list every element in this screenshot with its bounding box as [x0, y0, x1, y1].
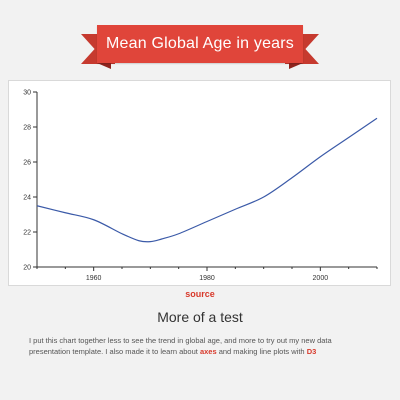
- line-chart: 20 22 24 26 28 30 1960 1980 2000: [23, 90, 378, 282]
- y-tick-label: 26: [23, 160, 31, 167]
- axes-link[interactable]: axes: [199, 347, 217, 356]
- d3-link[interactable]: D3: [306, 347, 317, 356]
- ribbon-fold-right: [289, 63, 303, 69]
- y-tick-label: 24: [23, 195, 31, 202]
- ribbon-fold-left: [97, 63, 111, 69]
- x-tick-label: 1960: [86, 275, 102, 282]
- y-tick-label: 28: [23, 125, 31, 132]
- source-link[interactable]: source: [185, 289, 215, 299]
- y-tick-label: 30: [23, 90, 31, 97]
- description-text: I put this chart together less to see th…: [29, 335, 374, 357]
- description-part1: I put this chart together less to see th…: [29, 336, 332, 356]
- title-ribbon: Mean Global Age in years: [81, 25, 319, 69]
- y-tick-label: 20: [23, 265, 31, 272]
- chart-container: 20 22 24 26 28 30 1960 1980 2000: [8, 80, 391, 286]
- description-part2: and making line plots with: [216, 347, 307, 356]
- x-tick-label: 2000: [313, 275, 329, 282]
- page-title: Mean Global Age in years: [105, 35, 295, 52]
- x-tick-label: 1980: [199, 275, 215, 282]
- section-subtitle: More of a test: [157, 309, 243, 325]
- y-tick-label: 22: [23, 230, 31, 237]
- series-line: [36, 117, 378, 243]
- ribbon-band: Mean Global Age in years: [97, 25, 303, 63]
